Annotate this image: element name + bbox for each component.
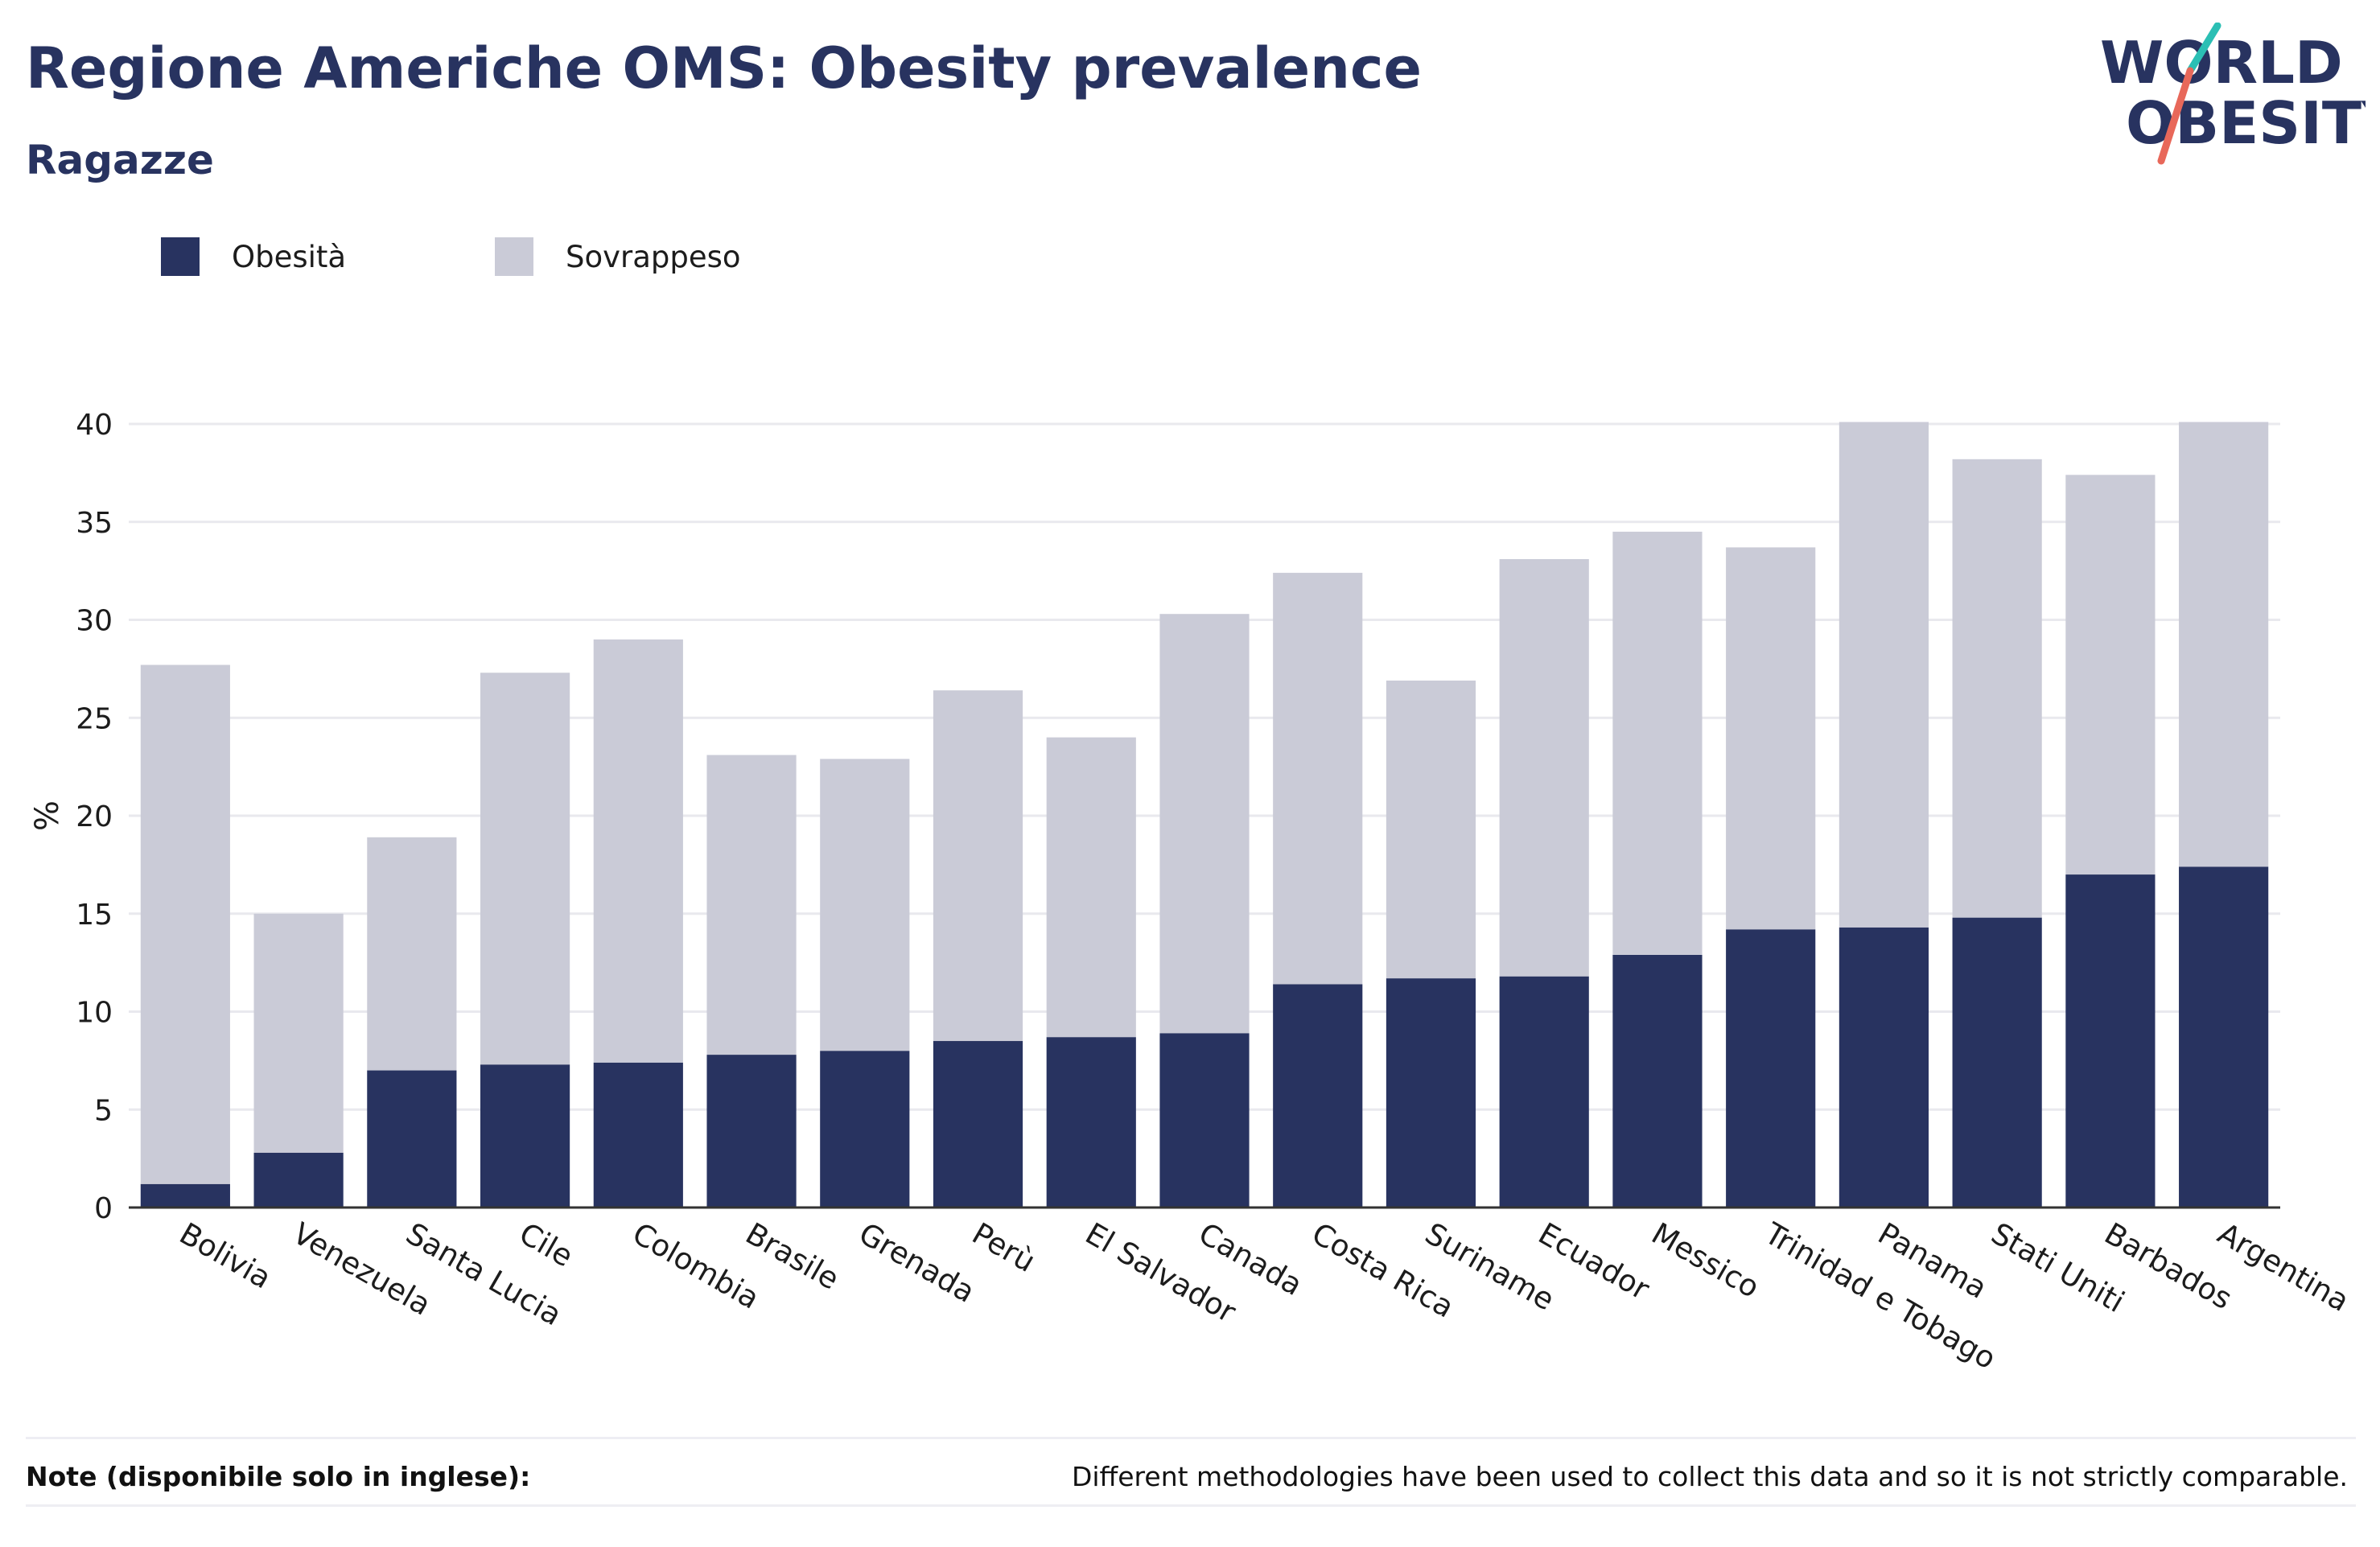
logo-slash-coral — [2157, 67, 2194, 165]
x-tick-label: Bolivia — [174, 1216, 277, 1296]
x-tick-label: Colombia — [627, 1216, 765, 1316]
bar-obesity-brasile — [706, 1055, 797, 1208]
bar-obesity-argentina — [2179, 866, 2269, 1208]
bar-overweight-cile — [480, 673, 570, 1065]
bar-obesity-messico — [1612, 954, 1703, 1208]
logo-slash-teal — [2186, 23, 2221, 75]
bar-obesity-per- — [933, 1041, 1023, 1208]
bar-obesity-venezuela — [253, 1152, 344, 1208]
y-tick-label: 15 — [76, 899, 113, 932]
note-label: Note (disponibile solo in inglese): — [26, 1461, 531, 1492]
y-tick-label: 35 — [76, 507, 113, 540]
bar-obesity-barbados — [2065, 874, 2156, 1208]
world-obesity-logo: WORLD OBESITY — [2100, 23, 2366, 165]
bar-overweight-panama — [1839, 422, 1929, 928]
bar-obesity-suriname — [1386, 978, 1476, 1208]
bar-obesity-bolivia — [140, 1183, 230, 1208]
y-tick-label: 10 — [76, 997, 113, 1030]
legend-swatch-overweight — [495, 237, 533, 276]
chart-title: Regione Americhe OMS: Obesity prevalence — [26, 35, 1422, 101]
bar-obesity-grenada — [820, 1051, 910, 1208]
bar-overweight-santa-lucia — [367, 837, 457, 1071]
y-tick-label: 20 — [76, 800, 113, 833]
x-tick-label: Perù — [966, 1216, 1041, 1279]
bar-overweight-messico — [1612, 531, 1703, 955]
legend-label-obesity: Obesità — [232, 239, 347, 274]
x-tick-label: Grenada — [853, 1216, 980, 1310]
x-tick-label: Cile — [513, 1216, 579, 1274]
bar-obesity-santa-lucia — [367, 1070, 457, 1208]
y-tick-label: 40 — [76, 409, 113, 442]
x-tick-label: Messico — [1645, 1216, 1764, 1305]
y-tick-label: 30 — [76, 605, 113, 638]
logo-text-world: WORLD — [2100, 29, 2343, 97]
bar-obesity-panama — [1839, 927, 1929, 1208]
bar-obesity-el-salvador — [1046, 1037, 1136, 1208]
bar-overweight-ecuador — [1499, 559, 1589, 977]
x-tick-label: Argentina — [2212, 1216, 2355, 1319]
bar-overweight-bolivia — [140, 664, 230, 1184]
legend-label-overweight: Sovrappeso — [566, 239, 741, 274]
legend-item-overweight[interactable]: Sovrappeso — [495, 237, 741, 276]
bar-obesity-stati-uniti — [1952, 917, 2042, 1208]
bar-overweight-costa-rica — [1273, 573, 1363, 985]
footer-divider-top — [26, 1437, 2356, 1439]
legend-swatch-obesity — [161, 237, 200, 276]
bar-overweight-canada — [1159, 614, 1250, 1034]
bar-overweight-stati-uniti — [1952, 459, 2042, 918]
bar-obesity-cile — [480, 1064, 570, 1208]
y-tick-label: 5 — [94, 1094, 113, 1127]
bar-overweight-per- — [933, 690, 1023, 1042]
bar-overweight-el-salvador — [1046, 737, 1136, 1038]
bar-overweight-argentina — [2179, 422, 2269, 867]
footer-divider-bottom — [26, 1504, 2356, 1507]
bar-overweight-suriname — [1386, 680, 1476, 979]
note-text: Different methodologies have been used t… — [1071, 1461, 2348, 1492]
bar-obesity-colombia — [593, 1062, 683, 1208]
chart-subtitle: Ragazze — [26, 137, 214, 183]
bar-obesity-canada — [1159, 1033, 1250, 1208]
y-axis-label: % — [29, 800, 66, 831]
bar-overweight-brasile — [706, 755, 797, 1055]
legend-item-obesity[interactable]: Obesità — [161, 237, 346, 276]
bar-overweight-trinidad-e-tobago — [1726, 547, 1816, 930]
bar-obesity-ecuador — [1499, 976, 1589, 1208]
bar-overweight-barbados — [2065, 475, 2156, 875]
bar-overweight-venezuela — [253, 913, 344, 1153]
bar-overweight-grenada — [820, 759, 910, 1051]
bar-obesity-trinidad-e-tobago — [1726, 929, 1816, 1208]
y-tick-label: 25 — [76, 702, 113, 735]
bar-obesity-costa-rica — [1273, 984, 1363, 1208]
bar-overweight-colombia — [593, 639, 683, 1063]
y-tick-label: 0 — [94, 1192, 113, 1225]
